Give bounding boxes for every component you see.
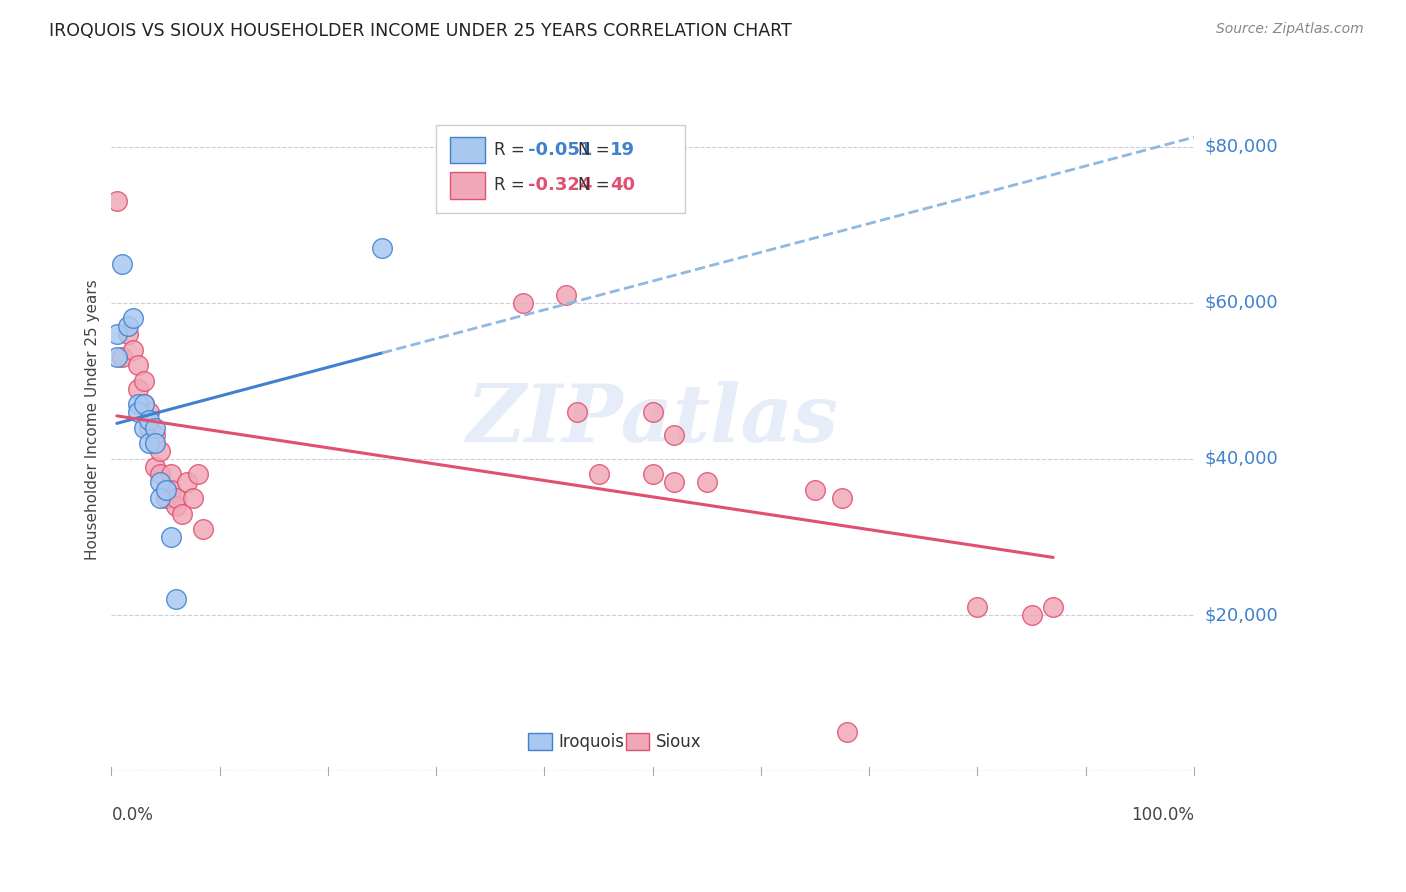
Point <box>122 343 145 357</box>
Point <box>105 194 128 209</box>
Text: Sioux: Sioux <box>655 732 702 751</box>
Text: Iroquois: Iroquois <box>558 732 624 751</box>
Text: N =: N = <box>578 141 614 159</box>
Point <box>165 491 187 505</box>
Text: 0.0%: 0.0% <box>111 806 153 824</box>
Point <box>105 326 128 341</box>
Point <box>155 483 177 497</box>
Point <box>155 491 177 505</box>
Point <box>132 397 155 411</box>
Point <box>138 420 160 434</box>
FancyBboxPatch shape <box>436 125 685 212</box>
Point <box>143 420 166 434</box>
Point <box>122 311 145 326</box>
Text: IROQUOIS VS SIOUX HOUSEHOLDER INCOME UNDER 25 YEARS CORRELATION CHART: IROQUOIS VS SIOUX HOUSEHOLDER INCOME UND… <box>49 22 792 40</box>
Text: 100.0%: 100.0% <box>1130 806 1194 824</box>
FancyBboxPatch shape <box>626 733 650 750</box>
Text: N =: N = <box>578 176 614 194</box>
FancyBboxPatch shape <box>529 733 553 750</box>
Point <box>181 491 204 505</box>
Point <box>155 483 177 497</box>
Point <box>111 257 134 271</box>
Point <box>555 288 578 302</box>
Point <box>588 467 610 482</box>
Text: $40,000: $40,000 <box>1205 450 1278 468</box>
Point <box>641 467 664 482</box>
Text: $20,000: $20,000 <box>1205 606 1278 624</box>
FancyBboxPatch shape <box>450 172 485 199</box>
Point <box>1042 600 1064 615</box>
Text: 40: 40 <box>610 176 636 194</box>
Point <box>837 725 859 739</box>
Point <box>117 326 139 341</box>
Point <box>804 483 827 497</box>
FancyBboxPatch shape <box>450 136 485 163</box>
Text: -0.051: -0.051 <box>529 141 592 159</box>
Point <box>149 467 172 482</box>
Point <box>105 351 128 365</box>
Point <box>160 467 183 482</box>
Text: -0.324: -0.324 <box>529 176 592 194</box>
Point <box>696 475 718 490</box>
Point <box>132 397 155 411</box>
Point <box>371 241 394 255</box>
Point <box>138 413 160 427</box>
Point <box>193 522 215 536</box>
Text: R =: R = <box>494 141 530 159</box>
Point <box>143 459 166 474</box>
Point <box>127 382 149 396</box>
Point <box>831 491 853 505</box>
Point <box>149 444 172 458</box>
Text: $60,000: $60,000 <box>1205 293 1278 311</box>
Point <box>132 420 155 434</box>
Point <box>565 405 588 419</box>
Text: R =: R = <box>494 176 530 194</box>
Point <box>187 467 209 482</box>
Point <box>132 374 155 388</box>
Point <box>143 436 166 450</box>
Point <box>1021 607 1043 622</box>
Text: ZIPatlas: ZIPatlas <box>467 381 839 458</box>
Point <box>149 491 172 505</box>
Point <box>170 507 193 521</box>
Point <box>641 405 664 419</box>
Text: 19: 19 <box>610 141 636 159</box>
Point <box>160 530 183 544</box>
Point <box>127 358 149 372</box>
Point <box>165 592 187 607</box>
Point <box>127 397 149 411</box>
Text: Source: ZipAtlas.com: Source: ZipAtlas.com <box>1216 22 1364 37</box>
Point <box>160 483 183 497</box>
Point <box>127 405 149 419</box>
Point <box>966 600 988 615</box>
Point <box>165 499 187 513</box>
Y-axis label: Householder Income Under 25 years: Householder Income Under 25 years <box>86 279 100 560</box>
Point <box>138 436 160 450</box>
Text: $80,000: $80,000 <box>1205 137 1278 155</box>
Point <box>149 475 172 490</box>
Point <box>664 475 686 490</box>
Point <box>111 351 134 365</box>
Point <box>143 428 166 442</box>
Point <box>664 428 686 442</box>
Point <box>117 319 139 334</box>
Point <box>138 405 160 419</box>
Point <box>512 295 534 310</box>
Point <box>176 475 198 490</box>
